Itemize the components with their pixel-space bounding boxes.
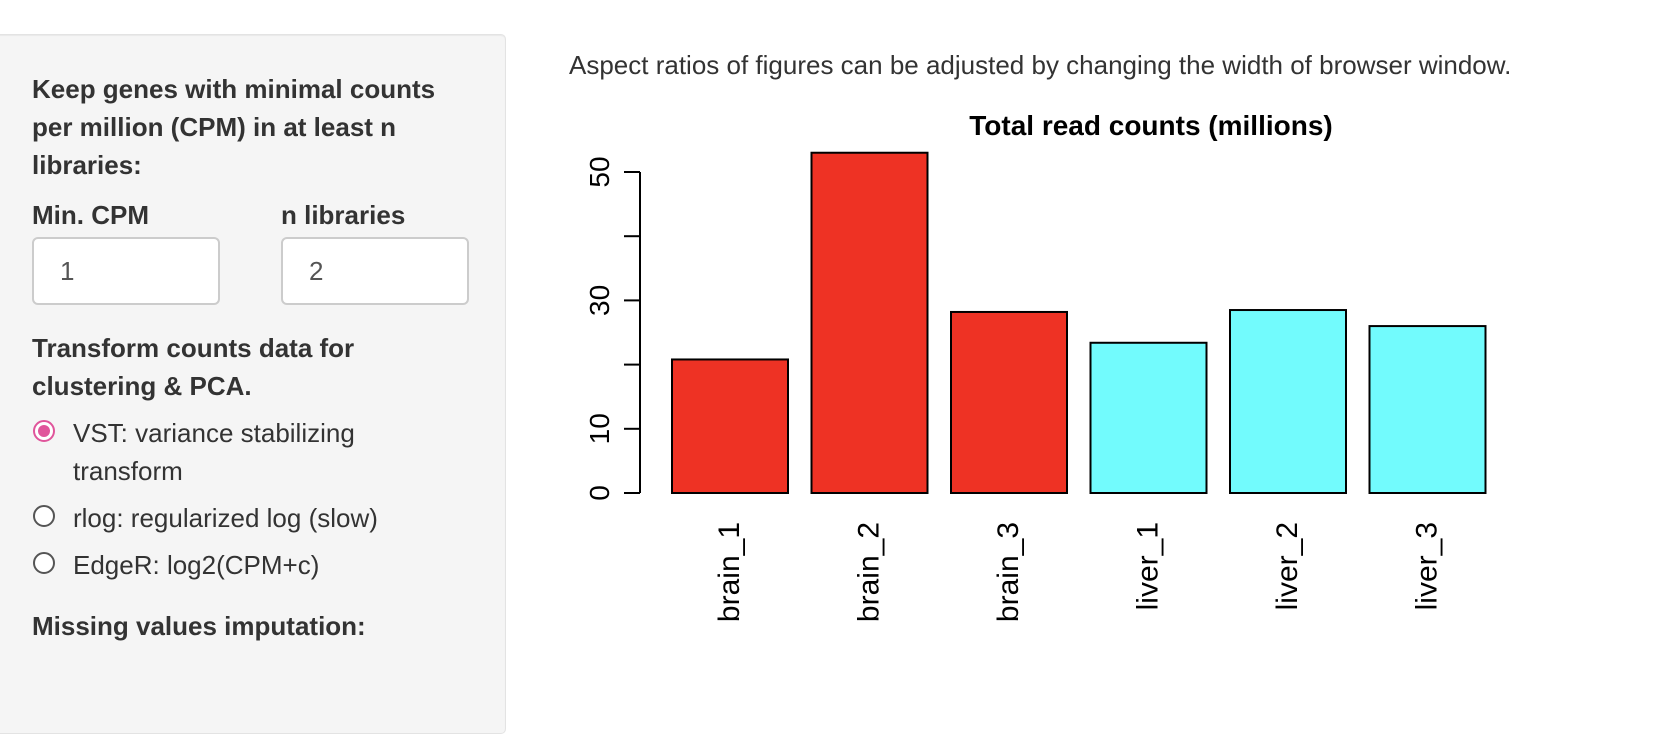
bar-liver_3	[1368, 325, 1487, 494]
bar-liver_1	[1089, 341, 1208, 494]
x-tick-label: brain_3	[992, 522, 1025, 622]
y-tick-label: 0	[584, 485, 615, 501]
filter-heading-line-3: libraries:	[32, 150, 142, 180]
transform-heading-line-1: Transform counts data for	[32, 333, 355, 363]
filter-heading-line-1: Keep genes with minimal counts	[32, 74, 436, 104]
min-cpm-input[interactable]: 1	[32, 237, 220, 305]
x-tick-label: brain_1	[713, 522, 746, 622]
x-tick-label: liver_3	[1411, 522, 1444, 610]
bar-brain_3	[950, 310, 1068, 494]
radio-checked-icon[interactable]	[33, 420, 55, 442]
x-tick-label: liver_2	[1271, 522, 1304, 610]
n-libraries-input[interactable]: 2	[281, 237, 469, 305]
filter-heading-line-2: per million (CPM) in at least n	[32, 112, 397, 142]
chart-title: Total read counts (millions)	[969, 110, 1333, 141]
n-libraries-label: n libraries	[281, 200, 406, 230]
bar-liver_2	[1229, 309, 1347, 494]
transform-heading-line-2: clustering & PCA.	[32, 371, 252, 401]
missing-values-heading: Missing values imputation:	[32, 611, 366, 641]
x-tick-label: liver_1	[1132, 522, 1165, 610]
y-tick-label: 30	[584, 285, 615, 316]
y-tick-label: 10	[584, 413, 615, 444]
radio-label-edger: EdgeR: log2(CPM+c)	[73, 550, 320, 580]
radio-label-vst-line-1: VST: variance stabilizing	[73, 418, 355, 448]
y-tick-label: 50	[584, 156, 615, 187]
aspect-ratio-note: Aspect ratios of figures can be adjusted…	[569, 50, 1512, 80]
bar-brain_2	[810, 151, 929, 495]
min-cpm-label: Min. CPM	[32, 200, 149, 230]
radio-unchecked-icon[interactable]	[33, 505, 55, 527]
bar-brain_1	[671, 358, 789, 494]
radio-label-rlog: rlog: regularized log (slow)	[73, 503, 378, 533]
radio-label-vst-line-2: transform	[73, 456, 183, 486]
total-read-counts-chart: Total read counts (millions) 0 10 30 50 brai…	[584, 110, 1487, 622]
x-tick-label: brain_2	[853, 522, 886, 622]
radio-unchecked-icon[interactable]	[33, 552, 55, 574]
sidebar-panel: Keep genes with minimal counts per milli…	[0, 34, 506, 734]
